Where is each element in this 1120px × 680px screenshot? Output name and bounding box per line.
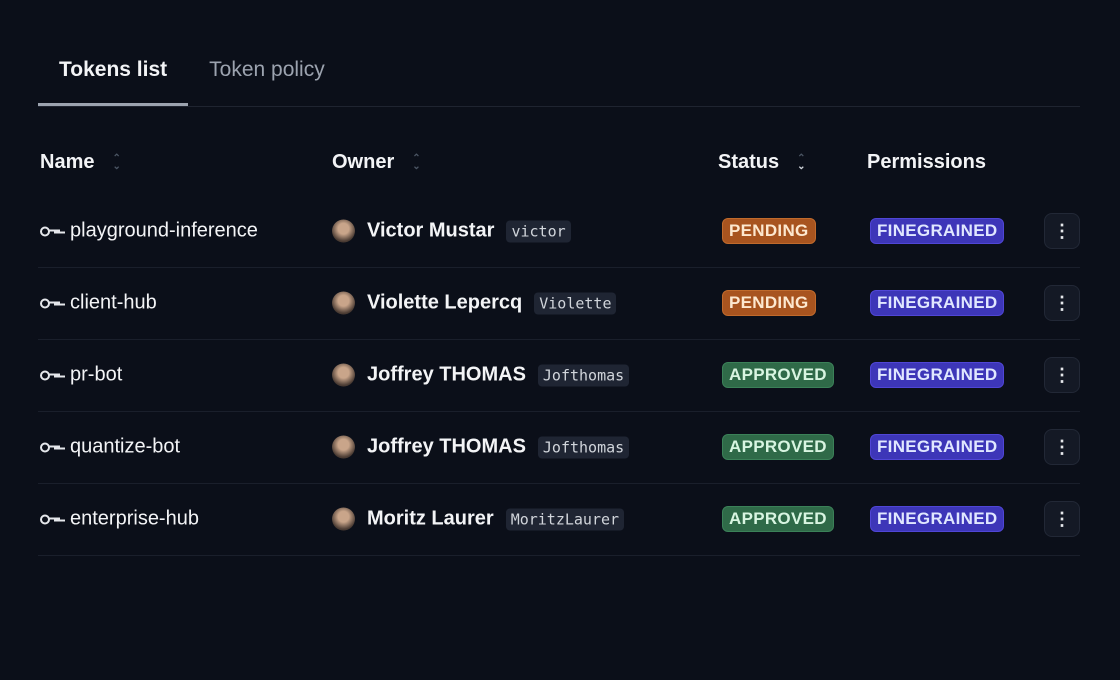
- owner: Joffrey THOMAS Jofthomas: [332, 363, 630, 387]
- owner: Moritz Laurer MoritzLaurer: [332, 507, 625, 531]
- table-row: pr-bot Joffrey THOMAS Jofthomas APPROVED …: [38, 339, 1080, 412]
- key-icon: [40, 226, 60, 236]
- token-name-label: quantize-bot: [70, 435, 181, 458]
- status-badge: APPROVED: [722, 434, 834, 460]
- owner-name: Victor Mustar: [367, 219, 495, 242]
- more-options-button[interactable]: ⋮: [1044, 213, 1080, 249]
- owner: Victor Mustar victor: [332, 219, 571, 243]
- status-badge: PENDING: [722, 290, 816, 316]
- owner-username: MoritzLaurer: [505, 508, 625, 530]
- permission-badge: FINEGRAINED: [870, 218, 1005, 244]
- token-name-label: client-hub: [70, 291, 157, 314]
- owner: Joffrey THOMAS Jofthomas: [332, 435, 630, 459]
- key-icon: [40, 298, 60, 308]
- more-options-button[interactable]: ⋮: [1044, 429, 1080, 465]
- owner-name: Joffrey THOMAS: [367, 435, 526, 458]
- table-row: quantize-bot Joffrey THOMAS Jofthomas APP…: [38, 411, 1080, 484]
- owner-username: Violette: [534, 292, 617, 314]
- table-row: client-hub Violette Lepercq Violette PEND…: [38, 267, 1080, 340]
- more-vertical-icon: ⋮: [1053, 508, 1071, 529]
- token-name: playground-inference: [40, 220, 258, 243]
- more-vertical-icon: ⋮: [1053, 436, 1071, 457]
- owner-name: Violette Lepercq: [367, 291, 523, 314]
- sort-desc-icon[interactable]: ⌃ ⌄: [797, 152, 806, 172]
- more-options-button[interactable]: ⋮: [1044, 357, 1080, 393]
- key-icon: [40, 370, 60, 380]
- owner-name: Moritz Laurer: [367, 507, 494, 530]
- avatar: [332, 219, 355, 243]
- column-name[interactable]: Name ⌃ ⌄: [40, 151, 121, 174]
- token-name: client-hub: [40, 292, 157, 315]
- token-name-label: enterprise-hub: [70, 507, 199, 530]
- tab-bar: Tokens list Token policy: [38, 40, 1080, 107]
- column-status[interactable]: Status ⌃ ⌄: [718, 151, 806, 174]
- column-owner[interactable]: Owner ⌃ ⌄: [332, 151, 421, 174]
- more-vertical-icon: ⋮: [1053, 292, 1071, 313]
- sort-icon[interactable]: ⌃ ⌄: [412, 152, 421, 172]
- table-row: enterprise-hub Moritz Laurer MoritzLaurer…: [38, 483, 1080, 556]
- column-status-label: Status: [718, 151, 780, 173]
- tab-token-policy[interactable]: Token policy: [209, 58, 325, 81]
- key-icon: [40, 442, 60, 452]
- column-permissions-label: Permissions: [867, 151, 986, 173]
- key-icon: [40, 514, 60, 524]
- permission-badge: FINEGRAINED: [870, 362, 1005, 388]
- token-name-label: pr-bot: [70, 363, 123, 386]
- tab-tokens-list[interactable]: Tokens list: [38, 40, 189, 106]
- column-permissions: Permissions: [867, 151, 986, 174]
- token-name-label: playground-inference: [70, 219, 258, 242]
- table-row: playground-inference Victor Mustar victor…: [38, 195, 1080, 268]
- avatar: [332, 507, 355, 531]
- avatar: [332, 435, 355, 459]
- table-header: Name ⌃ ⌄ Owner ⌃ ⌄ Status ⌃ ⌄ Permissions: [0, 147, 1120, 181]
- more-vertical-icon: ⋮: [1053, 220, 1071, 241]
- status-badge: PENDING: [722, 218, 816, 244]
- avatar: [332, 291, 355, 315]
- more-options-button[interactable]: ⋮: [1044, 285, 1080, 321]
- owner-username: Jofthomas: [537, 436, 630, 458]
- token-name: pr-bot: [40, 364, 122, 387]
- owner-username: victor: [506, 220, 571, 242]
- column-owner-label: Owner: [332, 151, 395, 173]
- permission-badge: FINEGRAINED: [870, 290, 1005, 316]
- token-name: enterprise-hub: [40, 508, 199, 531]
- more-options-button[interactable]: ⋮: [1044, 501, 1080, 537]
- column-name-label: Name: [40, 151, 95, 173]
- owner: Violette Lepercq Violette: [332, 291, 617, 315]
- avatar: [332, 363, 355, 387]
- permission-badge: FINEGRAINED: [870, 506, 1005, 532]
- token-name: quantize-bot: [40, 436, 180, 459]
- more-vertical-icon: ⋮: [1053, 364, 1071, 385]
- owner-name: Joffrey THOMAS: [367, 363, 526, 386]
- owner-username: Jofthomas: [537, 364, 630, 386]
- status-badge: APPROVED: [722, 362, 834, 388]
- sort-icon[interactable]: ⌃ ⌄: [112, 152, 121, 172]
- permission-badge: FINEGRAINED: [870, 434, 1005, 460]
- status-badge: APPROVED: [722, 506, 834, 532]
